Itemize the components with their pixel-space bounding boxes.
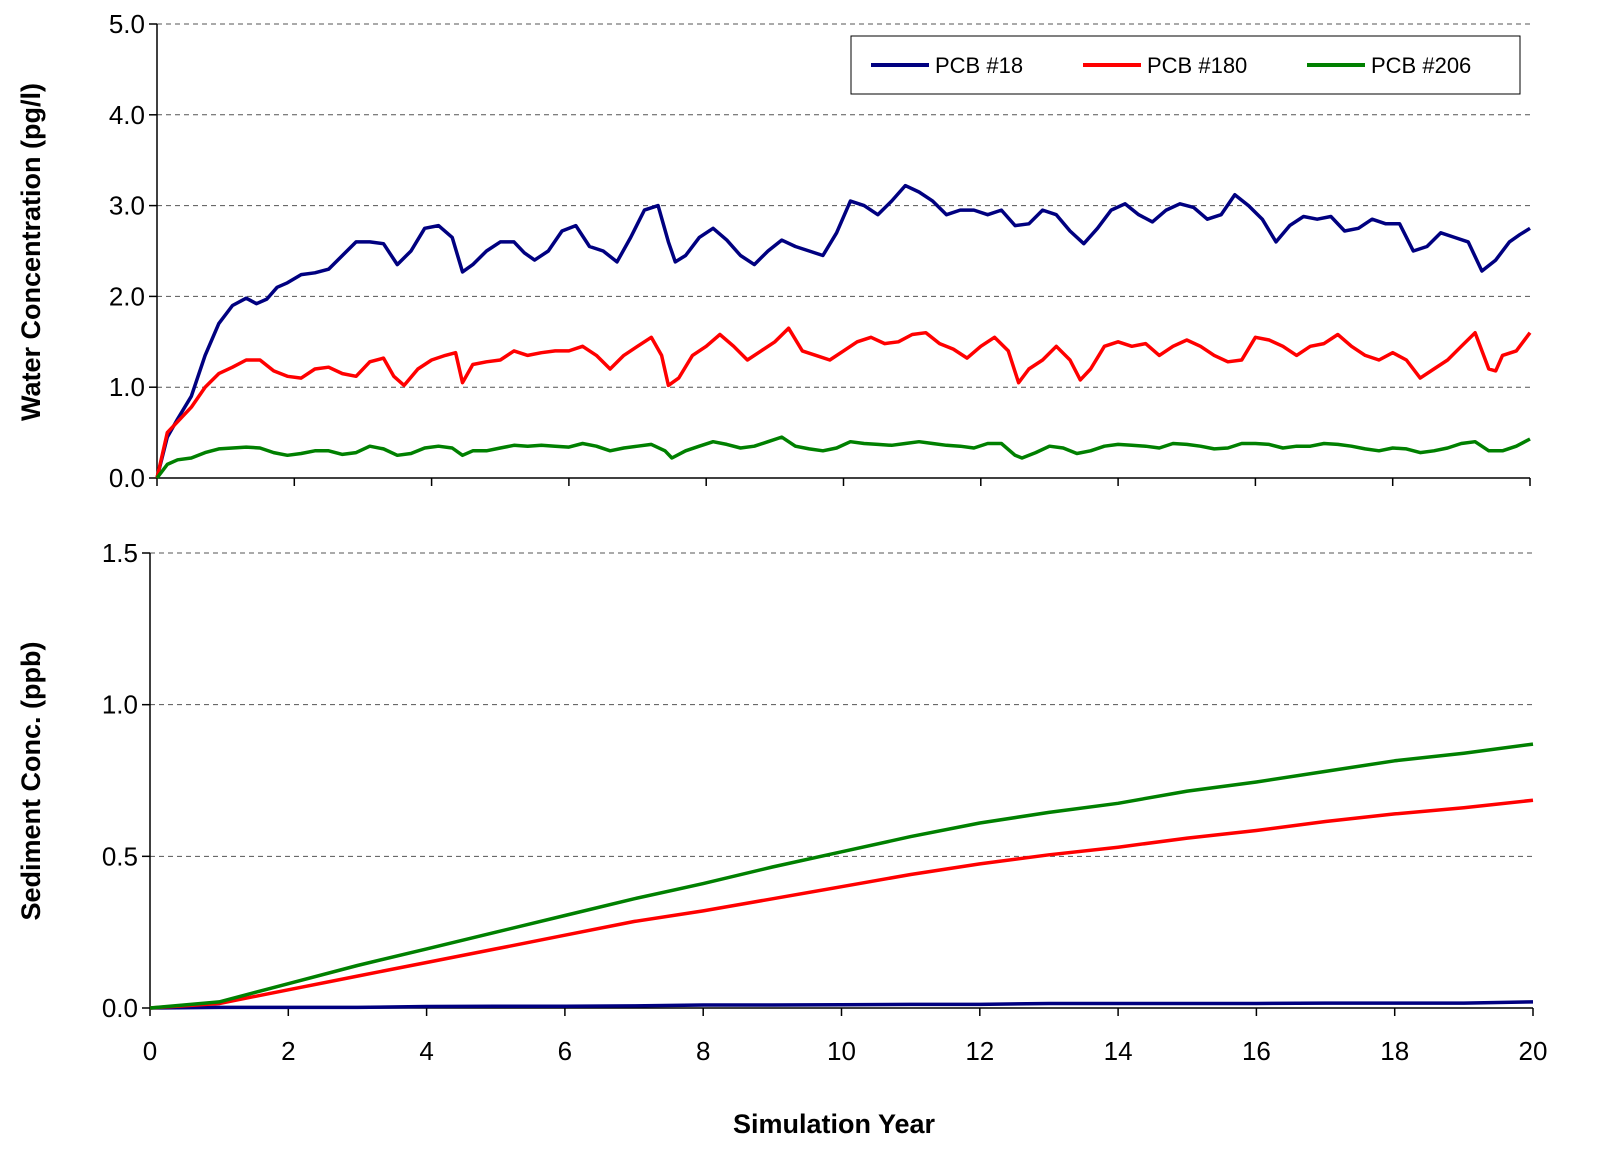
top-y-tick-label: 2.0	[109, 281, 145, 311]
bot-x-tick-label: 14	[1104, 1036, 1133, 1066]
bot-x-tick-label: 20	[1519, 1036, 1548, 1066]
top-y-ticks: 0.0 1.0 2.0 3.0 4.0 5.0	[109, 9, 157, 493]
legend-label-pcb-18: PCB #18	[935, 53, 1023, 78]
top-y-tick-label: 4.0	[109, 100, 145, 130]
top-series-line-pcb180	[155, 326, 1532, 479]
bot-series-line-pcb180	[149, 798, 1534, 1010]
bot-x-tick-label: 4	[419, 1036, 433, 1066]
bot-series-line-pcb18	[149, 1000, 1534, 1010]
bot-series-line-pcb206	[149, 742, 1534, 1010]
legend-item-pcb-206: PCB #206	[1307, 53, 1471, 78]
x-axis-title: Simulation Year	[733, 1109, 936, 1139]
bot-x-tick-label: 0	[143, 1036, 157, 1066]
bot-x-tick-label: 12	[965, 1036, 994, 1066]
top-y-tick-label: 0.0	[109, 463, 145, 493]
legend-box	[850, 35, 1521, 95]
legend-item-pcb-18: PCB #18	[871, 53, 1023, 78]
top-gridlines	[157, 23, 1530, 388]
top-y-tick-label: 1.0	[109, 372, 145, 402]
top-y-tick-label: 3.0	[109, 191, 145, 221]
bot-x-tick-label: 16	[1242, 1036, 1271, 1066]
bot-y-tick-label: 1.0	[102, 690, 138, 720]
top-x-ticks	[156, 478, 1531, 486]
bot-x-tick-label: 6	[558, 1036, 572, 1066]
legend-label-pcb-206: PCB #206	[1371, 53, 1471, 78]
bot-x-tick-label: 18	[1380, 1036, 1409, 1066]
bot-x-tick-label: 10	[827, 1036, 856, 1066]
legend: PCB #18 PCB #180 PCB #206	[850, 35, 1521, 95]
top-series-line-pcb18	[155, 183, 1531, 479]
bot-y-tick-label: 0.0	[102, 993, 138, 1023]
bot-y-tick-label: 1.5	[102, 538, 138, 568]
bot-y-tick-label: 0.5	[102, 841, 138, 871]
sediment-concentration-panel: 0.0 0.5 1.0 1.5 0 2 4 6 8 10 12 14 16 18 20 Sediment …	[16, 538, 1547, 1139]
water-concentration-panel: 0.0 1.0 2.0 3.0 4.0 5.0 Water Concentration (…	[16, 9, 1532, 493]
legend-item-pcb-180: PCB #180	[1083, 53, 1247, 78]
top-series-lines	[155, 183, 1532, 480]
top-series-line-pcb206	[155, 435, 1531, 480]
bottom-y-ticks: 0.0 0.5 1.0 1.5	[102, 538, 150, 1023]
top-y-tick-label: 5.0	[109, 9, 145, 39]
top-y-axis-title: Water Concentration (pg/l)	[16, 83, 46, 421]
legend-label-pcb-180: PCB #180	[1147, 53, 1247, 78]
bottom-series-lines	[149, 742, 1534, 1010]
bottom-y-axis-title: Sediment Conc. (ppb)	[16, 642, 46, 921]
bottom-x-ticks: 0 2 4 6 8 10 12 14 16 18 20	[143, 1008, 1548, 1066]
bottom-gridlines	[150, 552, 1533, 857]
bot-x-tick-label: 8	[696, 1036, 710, 1066]
bot-x-tick-label: 2	[281, 1036, 295, 1066]
